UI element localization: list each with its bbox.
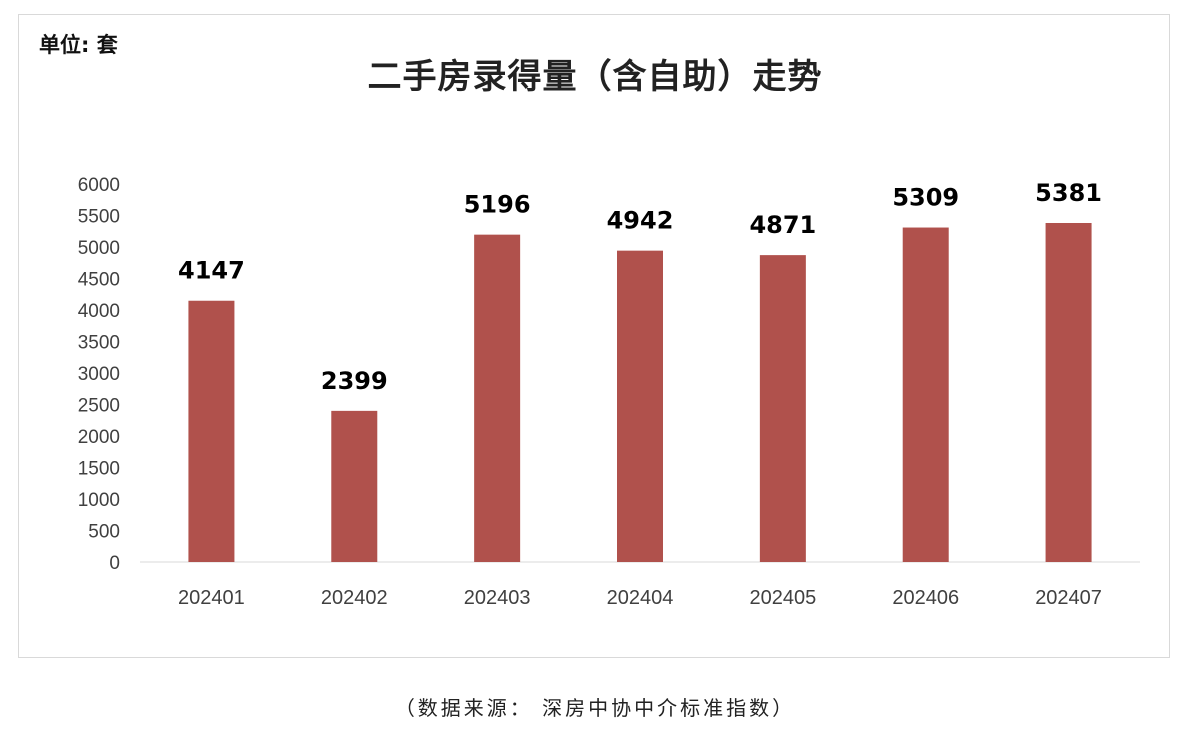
x-tick-label: 202402 (321, 587, 388, 609)
y-tick-label: 0 (109, 553, 120, 574)
bar-chart: 0 500 1000 1500 2000 2500 3000 3500 4000 4500 5000… (78, 175, 1140, 609)
y-tick-label: 2500 (78, 396, 120, 417)
data-label: 4942 (607, 207, 674, 235)
y-tick-label: 3000 (78, 364, 120, 385)
x-tick-label: 202404 (607, 587, 674, 609)
bar (1045, 222, 1092, 562)
data-label: 2399 (321, 367, 388, 395)
y-tick-label: 5000 (78, 238, 120, 259)
source-note: （数据来源： 深房中协中介标准指数） (394, 696, 796, 720)
y-tick-label: 1000 (78, 490, 120, 511)
data-label: 4147 (178, 257, 245, 285)
bar (474, 234, 521, 563)
y-tick-label: 6000 (78, 175, 120, 196)
data-label: 5196 (464, 191, 531, 219)
x-tick-label: 202406 (892, 587, 959, 609)
x-tick-label: 202401 (178, 587, 245, 609)
y-tick-label: 4000 (78, 301, 120, 322)
x-tick-label: 202403 (464, 587, 531, 609)
data-label: 5309 (892, 184, 959, 212)
data-label: 5381 (1035, 179, 1102, 207)
y-tick-label: 2000 (78, 427, 120, 448)
y-tick-label: 5500 (78, 207, 120, 228)
bar (617, 250, 663, 563)
x-tick-label: 202407 (1035, 587, 1102, 609)
bar (188, 300, 235, 562)
bar (902, 227, 949, 562)
unit-label: 单位: 套 (39, 33, 118, 57)
x-tick-label: 202405 (749, 587, 816, 609)
data-label: 4871 (749, 211, 816, 239)
y-tick-label: 1500 (78, 459, 120, 480)
y-tick-label: 4500 (78, 270, 120, 291)
bar (331, 410, 378, 562)
bar (759, 255, 806, 562)
y-tick-label: 3500 (78, 333, 120, 354)
y-tick-label: 500 (88, 522, 120, 543)
chart-title: 二手房录得量（含自助）走势 (367, 57, 823, 97)
